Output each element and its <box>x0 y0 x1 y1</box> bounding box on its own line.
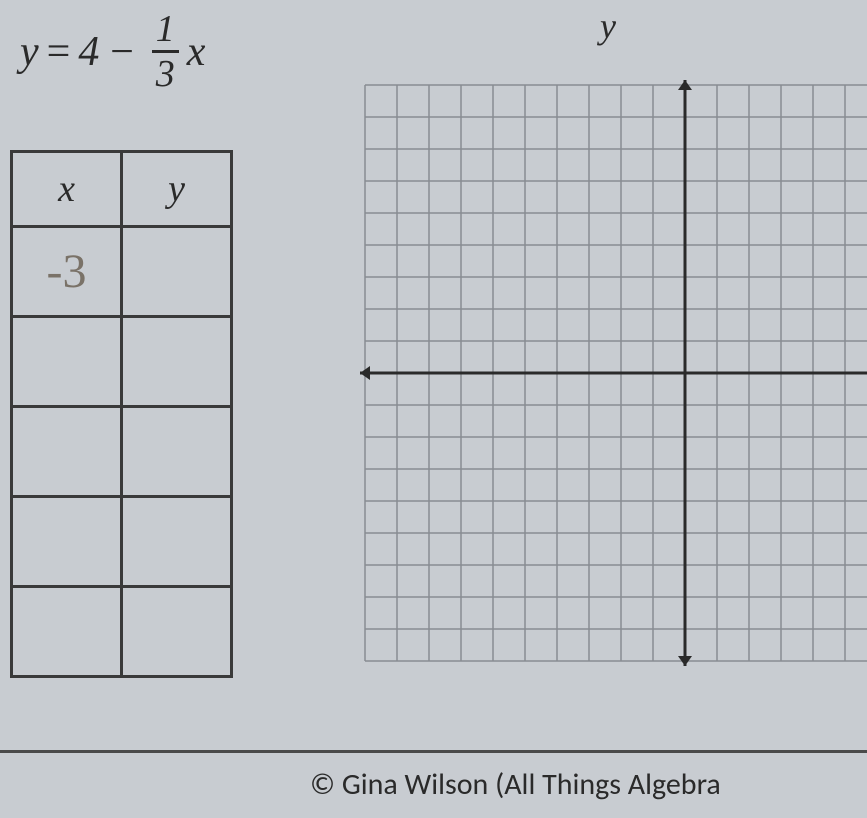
equation-constant: 4 <box>78 28 99 76</box>
table-row <box>12 407 232 497</box>
table-header-row: x y <box>12 152 232 227</box>
cell-y3 <box>122 497 232 587</box>
graph-svg <box>350 70 867 710</box>
table-row: -3 <box>12 227 232 317</box>
cell-x1 <box>12 317 122 407</box>
cell-y1 <box>122 317 232 407</box>
coordinate-graph <box>350 70 867 715</box>
cell-x2 <box>12 407 122 497</box>
copyright-text: © Gina Wilson (All Things Algebra <box>310 766 721 803</box>
fraction-denominator: 3 <box>152 55 179 93</box>
y-axis-label: y <box>600 5 616 47</box>
cell-y2 <box>122 407 232 497</box>
header-x: x <box>12 152 122 227</box>
horizontal-divider <box>0 750 867 753</box>
table-row <box>12 587 232 677</box>
header-y: y <box>122 152 232 227</box>
xy-table: x y -3 <box>10 150 233 678</box>
cell-y4 <box>122 587 232 677</box>
table-row <box>12 317 232 407</box>
cell-x3 <box>12 497 122 587</box>
cell-x0: -3 <box>12 227 122 317</box>
equation-variable: x <box>187 28 206 76</box>
table-row <box>12 497 232 587</box>
fraction: 1 3 <box>152 10 179 93</box>
equals-sign: = <box>47 28 71 76</box>
handwritten-value: -3 <box>47 245 87 298</box>
equation: y = 4 − 1 3 x <box>20 10 205 93</box>
cell-y0 <box>122 227 232 317</box>
fraction-numerator: 1 <box>152 10 179 48</box>
minus-sign: − <box>107 28 135 76</box>
cell-x4 <box>12 587 122 677</box>
equation-lhs: y <box>20 28 39 76</box>
